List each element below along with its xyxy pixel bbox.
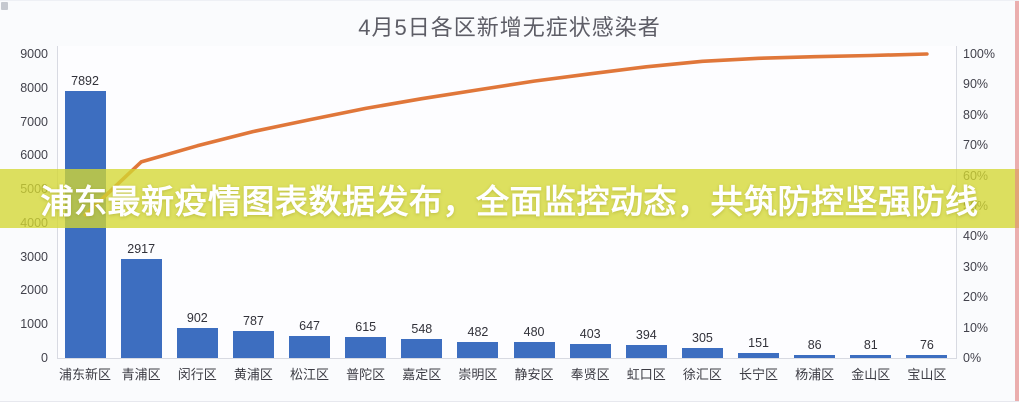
bar-value-label: 76 [919,338,934,353]
headline-banner: 浦东最新疫情图表数据发布，全面监控动态，共筑防控坚强防线 [0,169,1019,228]
x-axis-category-label: 奉贤区 [570,367,610,382]
bar-value-label: 548 [411,322,433,337]
district-bar [289,336,331,358]
y-axis-left-tick-label: 6000 [20,148,48,163]
district-bar [681,347,723,358]
district-bar [345,337,387,358]
bar-value-label: 480 [523,324,545,339]
district-bar [513,341,555,358]
district-bar [457,341,499,358]
x-axis-category-label: 徐汇区 [682,367,722,382]
headline-text: 浦东最新疫情图表数据发布，全面监控动态，共筑防控坚强防线 [40,182,979,220]
x-axis-category-label: 金山区 [851,367,891,382]
bar-value-label: 647 [299,319,320,334]
y-axis-left-tick-label: 2000 [20,283,48,298]
y-axis-right-tick-label: 100% [963,47,995,61]
y-axis-left-tick-label: 7000 [20,114,48,129]
x-axis-category-label: 普陀区 [346,367,386,382]
x-axis-category-label: 静安区 [514,367,554,382]
y-axis-left-tick-label: 1000 [20,317,48,332]
bar-value-label: 403 [579,327,601,342]
district-bar [176,327,218,358]
bar-value-label: 394 [635,327,657,342]
right-edge-stripe [1015,1,1019,401]
district-bar [794,355,836,358]
x-axis-category-label: 黄浦区 [233,367,273,382]
bar-value-label: 86 [807,338,822,353]
bar-value-label: 151 [748,335,769,350]
x-axis-category-label: 嘉定区 [402,367,442,382]
bar-value-label: 81 [863,338,878,353]
x-axis-category-label: 宝山区 [907,367,947,382]
corner-artifact-icon [1,2,8,10]
y-axis-right-tick-label: 20% [963,290,989,305]
district-bar [738,352,780,358]
x-axis-category-label: 浦东新区 [59,367,112,382]
x-axis-category-label: 青浦区 [121,367,161,382]
x-axis-category-label: 闵行区 [177,367,217,382]
y-axis-right-tick-label: 10% [963,320,989,335]
chart-title: 4月5日各区新增无症状感染者 [358,15,661,40]
y-axis-right-tick-label: 0% [963,351,982,365]
y-axis-left-tick-label: 3000 [20,249,48,264]
x-axis-category-label: 虹口区 [626,367,666,382]
district-bar [232,331,274,358]
y-axis-right-tick-label: 90% [963,77,989,92]
x-axis-category-label: 杨浦区 [795,367,835,382]
x-axis-category-label: 崇明区 [458,367,498,382]
bar-value-label: 787 [243,314,264,329]
y-axis-left-tick-label: 9000 [20,47,48,61]
district-bar [120,259,162,358]
district-bar [401,339,443,358]
y-axis-right-tick-label: 70% [963,138,989,153]
bar-value-label: 2917 [127,242,156,257]
y-axis-right-tick-label: 30% [963,259,989,274]
district-bar [850,355,892,358]
district-bar [906,355,948,358]
bar-value-label: 305 [692,330,713,345]
bar-value-label: 615 [355,320,377,335]
y-axis-right-tick-label: 80% [963,107,989,122]
bar-value-label: 7892 [71,74,99,89]
bar-value-label: 482 [467,324,489,339]
y-axis-left-tick-label: 0 [41,351,48,365]
district-bar [625,344,667,358]
district-bar [569,344,611,358]
y-axis-right-tick-label: 40% [963,229,989,244]
x-axis-category-label: 长宁区 [739,367,779,382]
bar-value-label: 902 [186,310,208,325]
y-axis-left-tick-label: 8000 [20,80,48,95]
x-axis-category-label: 松江区 [290,367,330,382]
